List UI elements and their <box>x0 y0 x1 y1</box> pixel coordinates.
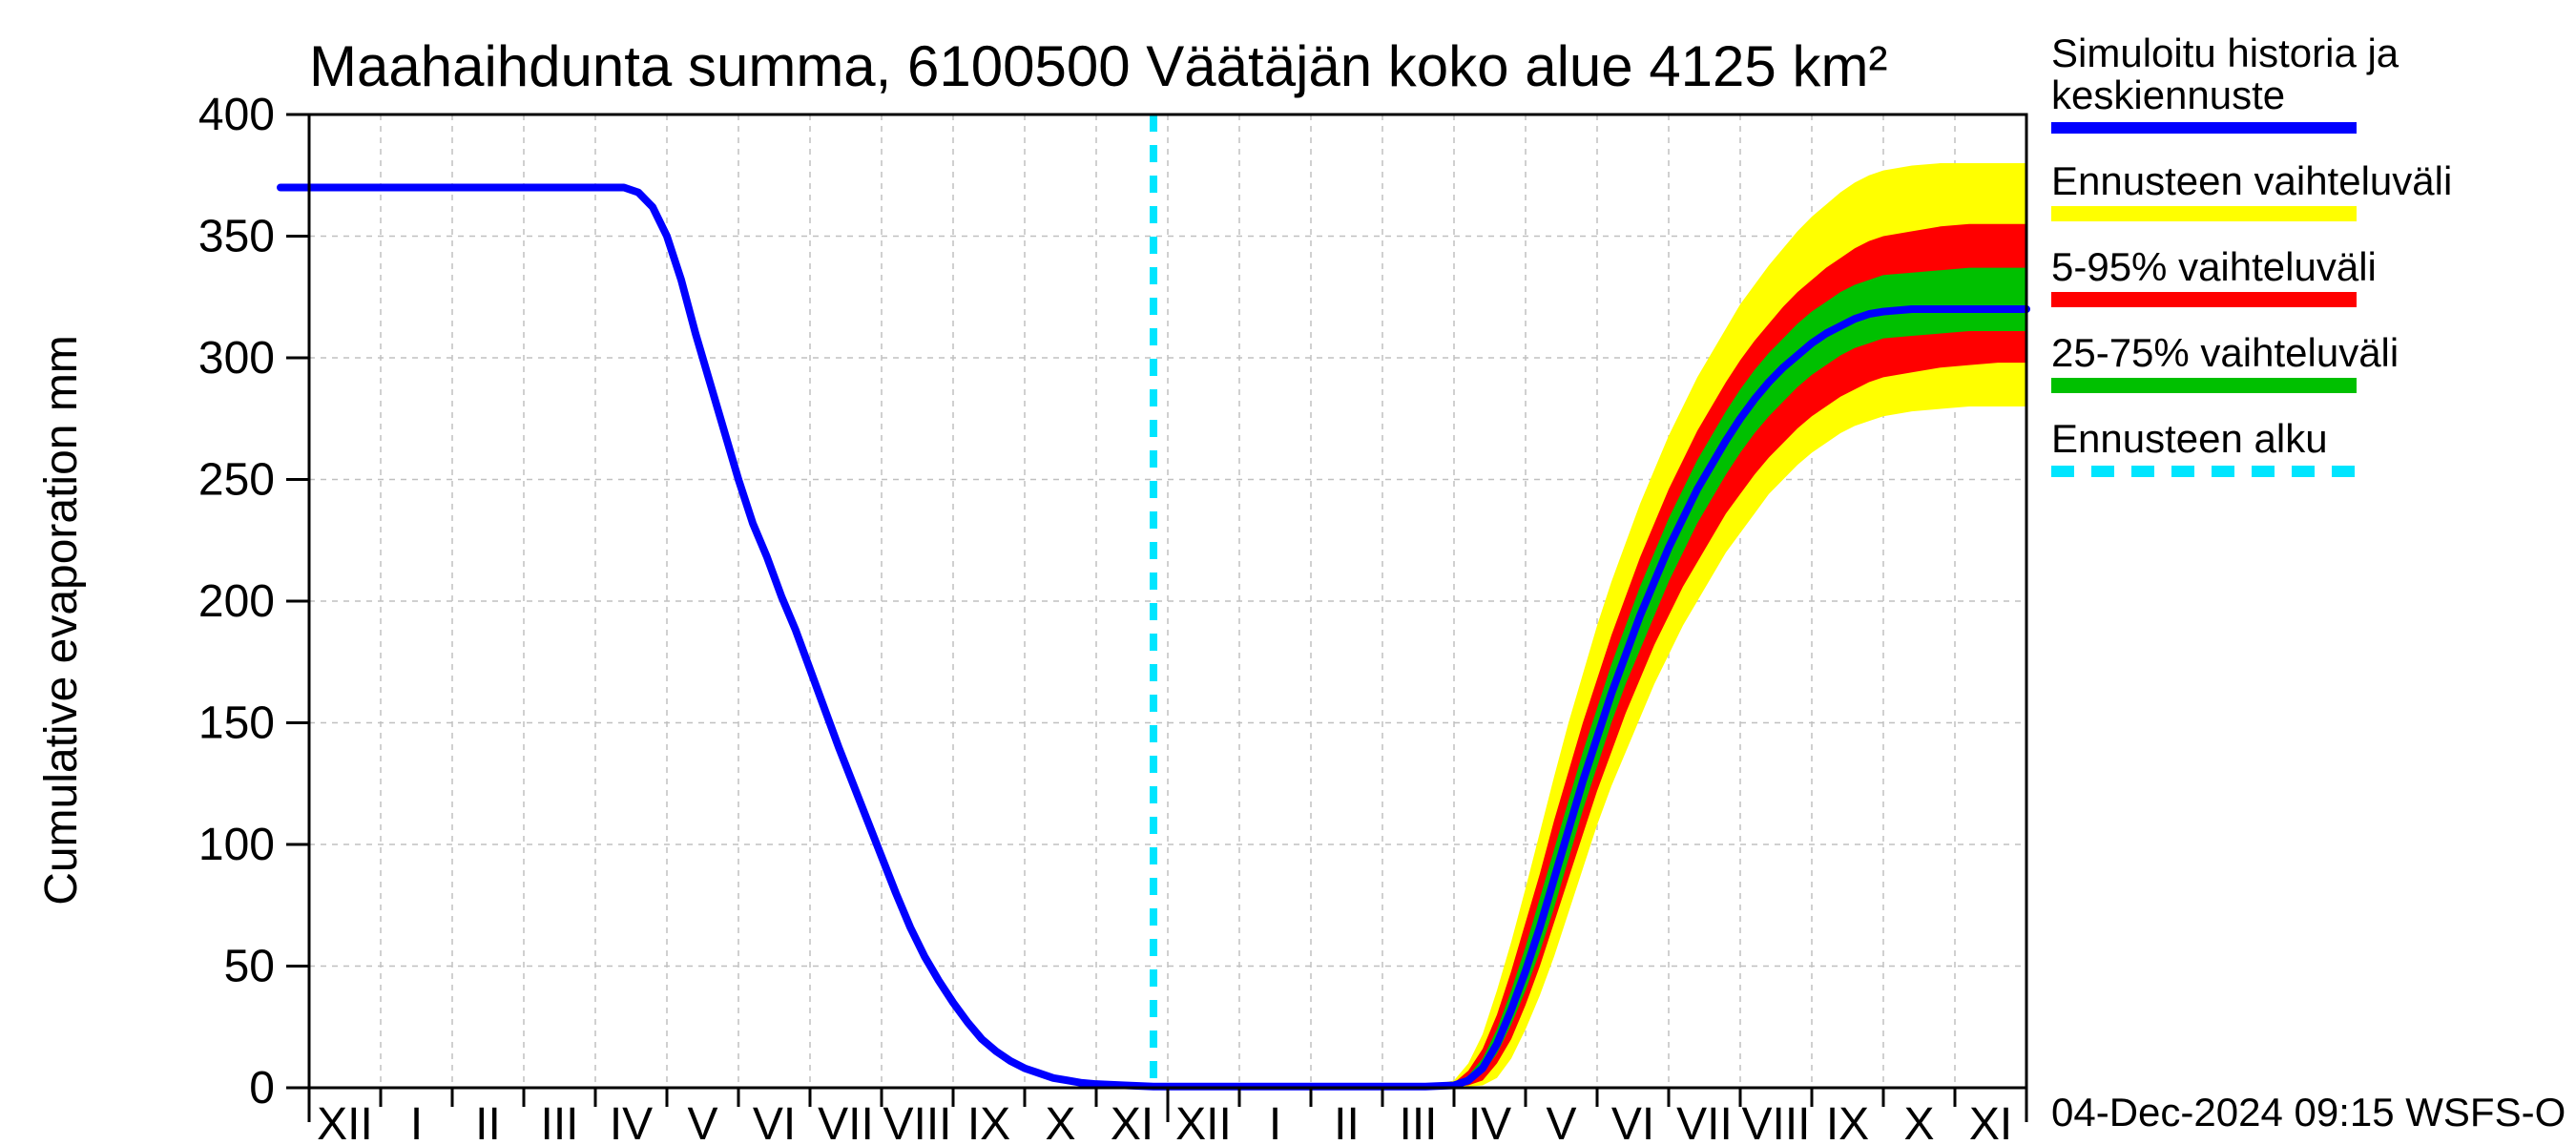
x-tick-label: VIII <box>1741 1099 1810 1145</box>
y-tick-label: 200 <box>198 576 275 627</box>
x-tick-label: XII <box>317 1099 373 1145</box>
x-tick-label: III <box>1399 1099 1437 1145</box>
x-tick-label: I <box>410 1099 423 1145</box>
x-tick-label: VI <box>1611 1099 1654 1145</box>
evaporation-chart: Maahaihdunta summa, 6100500 Väätäjän kok… <box>0 0 2576 1145</box>
x-tick-label: IX <box>967 1099 1010 1145</box>
x-tick-label: X <box>1045 1099 1075 1145</box>
legend-label: keskiennuste <box>2051 73 2285 117</box>
x-tick-label: X <box>1903 1099 1934 1145</box>
legend-label: Ennusteen alku <box>2051 416 2328 461</box>
x-tick-label: II <box>1334 1099 1360 1145</box>
y-tick-label: 0 <box>249 1063 275 1114</box>
x-tick-label: VIII <box>883 1099 951 1145</box>
x-ticks: XIIIIIIIIIVVVIVIIVIIIIXXXIXIIIIIIIIIVVVI… <box>309 1088 2026 1145</box>
x-tick-label: IV <box>610 1099 653 1145</box>
chart-title: Maahaihdunta summa, 6100500 Väätäjän kok… <box>309 34 1887 98</box>
x-tick-label: V <box>687 1099 717 1145</box>
legend-swatch-band <box>2051 206 2357 221</box>
y-axis-label: Cumulative evaporation mm <box>36 335 87 906</box>
legend: Simuloitu historia jakeskiennuste Ennuste… <box>2051 31 2452 471</box>
y-tick-label: 150 <box>198 698 275 749</box>
y-ticks: 0 50 100 150 200 250 300 350 400 <box>198 90 309 1114</box>
footer-timestamp: 04-Dec-2024 09:15 WSFS-O <box>2051 1090 2566 1135</box>
x-tick-label: V <box>1546 1099 1576 1145</box>
y-tick-label: 250 <box>198 455 275 506</box>
y-tick-label: 300 <box>198 333 275 384</box>
x-tick-label: I <box>1269 1099 1281 1145</box>
x-tick-label: VII <box>1676 1099 1733 1145</box>
legend-label: Ennusteen vaihteluväli <box>2051 158 2452 203</box>
legend-label: 25-75% vaihteluväli <box>2051 330 2399 375</box>
y-tick-label: 350 <box>198 212 275 262</box>
y-tick-label: 100 <box>198 820 275 870</box>
y-tick-label: 50 <box>224 942 275 992</box>
plot-area <box>280 114 2026 1088</box>
x-tick-label: XII <box>1175 1099 1232 1145</box>
x-tick-label: III <box>540 1099 578 1145</box>
legend-swatch-band <box>2051 378 2357 393</box>
x-tick-label: IV <box>1468 1099 1511 1145</box>
legend-label: 5-95% vaihteluväli <box>2051 244 2377 289</box>
y-tick-label: 400 <box>198 90 275 140</box>
x-tick-label: II <box>475 1099 501 1145</box>
legend-label: Simuloitu historia ja <box>2051 31 2399 75</box>
x-tick-label: XI <box>1969 1099 2012 1145</box>
x-tick-label: IX <box>1826 1099 1869 1145</box>
x-tick-label: XI <box>1111 1099 1153 1145</box>
x-tick-label: VII <box>818 1099 874 1145</box>
legend-swatch-band <box>2051 292 2357 307</box>
x-tick-label: VI <box>753 1099 796 1145</box>
